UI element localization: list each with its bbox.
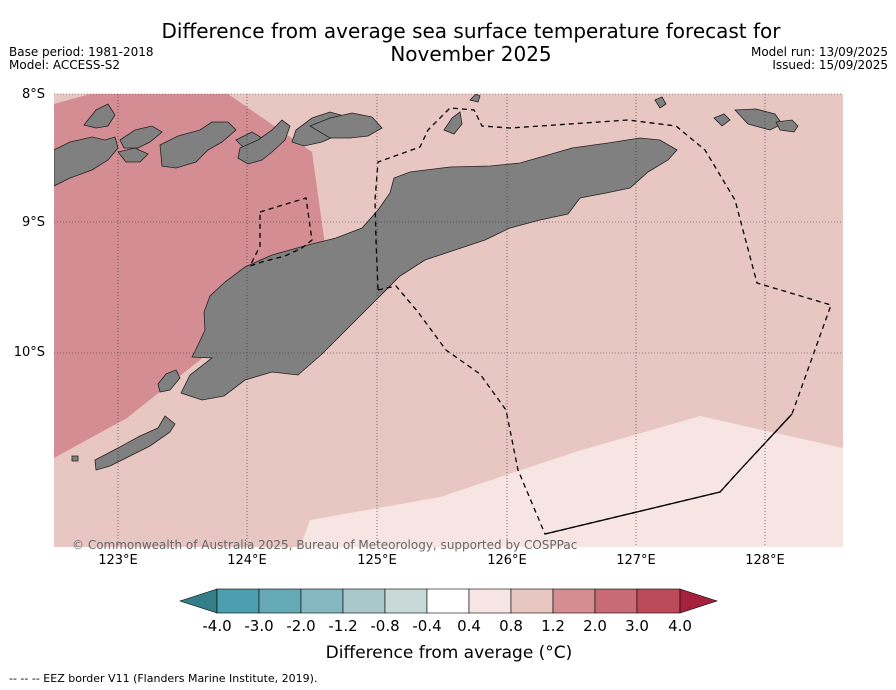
adonara-island: [119, 125, 163, 149]
page-title: Difference from average sea surface temp…: [161, 19, 781, 66]
lon-label-124e: 124°E: [227, 553, 267, 568]
rote-island: [94, 415, 176, 471]
lat-label-10s: 10°S: [13, 345, 45, 360]
meta-left: Base period: 1981-2018 Model: ACCESS-S2: [9, 46, 154, 72]
eez-border: [248, 107, 832, 535]
colorbar-label: 3.0: [625, 617, 649, 635]
colorbar: [179, 588, 718, 614]
kisar-island: [469, 94, 481, 103]
map-area: [54, 94, 843, 547]
model-name: Model: ACCESS-S2: [9, 58, 121, 72]
timor-island: [180, 137, 678, 401]
colorbar-bin: [510, 588, 554, 614]
colorbar-label: -3.0: [244, 617, 274, 635]
lon-label-126e: 126°E: [487, 553, 527, 568]
colorbar-label: -0.8: [370, 617, 400, 635]
colorbar-over: [679, 588, 718, 614]
issued-date: Issued: 15/09/2025: [772, 58, 888, 72]
colorbar-label: -2.0: [286, 617, 316, 635]
small-island-2: [71, 455, 79, 462]
colorbar-label: -1.2: [328, 617, 358, 635]
colorbar-label: 2.0: [583, 617, 607, 635]
eez-legend-note: -- -- -- EEZ border V11 (Flanders Marine…: [9, 672, 318, 685]
colorbar-bin: [216, 588, 260, 614]
colorbar-bin: [468, 588, 512, 614]
colorbar-label: 1.2: [541, 617, 565, 635]
colorbar-bin: [594, 588, 638, 614]
romang-island: [713, 113, 731, 127]
colorbar-title: Difference from average (°C): [325, 643, 573, 663]
moa-island: [775, 119, 799, 133]
small-island-1: [83, 103, 116, 129]
colorbar-bin: [384, 588, 428, 614]
lat-label-8s: 8°S: [21, 87, 45, 102]
colorbar-label: 0.4: [457, 617, 481, 635]
anomaly-region-high: [54, 94, 325, 458]
lomblen-island: [159, 121, 237, 169]
colorbar-bin: [258, 588, 302, 614]
damar-island: [654, 96, 667, 109]
lat-label-9s: 9°S: [21, 215, 45, 230]
meta-right: Model run: 13/09/2025 Issued: 15/09/2025: [751, 46, 888, 72]
colorbar-bin: [636, 588, 681, 614]
landmass: [54, 94, 799, 471]
colorbar-label: -0.4: [412, 617, 442, 635]
colorbar-label: 0.8: [499, 617, 523, 635]
copyright-notice: © Commonwealth of Australia 2025, Bureau…: [72, 538, 578, 552]
lon-label-123e: 123°E: [98, 553, 138, 568]
gridlines: [54, 93, 843, 547]
wetar-island: [309, 112, 383, 139]
lon-label-127e: 127°E: [616, 553, 656, 568]
colorbar-label: -4.0: [202, 617, 232, 635]
colorbar-bin: [426, 588, 470, 614]
eez-border-solid: [544, 413, 793, 535]
alor-island: [237, 119, 291, 165]
anomaly-region-low: [300, 416, 843, 547]
base-period: Base period: 1981-2018: [9, 45, 154, 59]
atauro-island: [443, 111, 463, 135]
colorbar-label: 4.0: [668, 617, 692, 635]
colorbar-bin: [342, 588, 386, 614]
semau-island: [157, 369, 181, 393]
colorbar-under: [179, 588, 218, 614]
lon-label-125e: 125°E: [357, 553, 397, 568]
lon-label-128e: 128°E: [745, 553, 785, 568]
colorbar-bin: [300, 588, 344, 614]
solor-island: [117, 147, 149, 163]
colorbar-bin: [552, 588, 596, 614]
model-run: Model run: 13/09/2025: [750, 45, 888, 59]
